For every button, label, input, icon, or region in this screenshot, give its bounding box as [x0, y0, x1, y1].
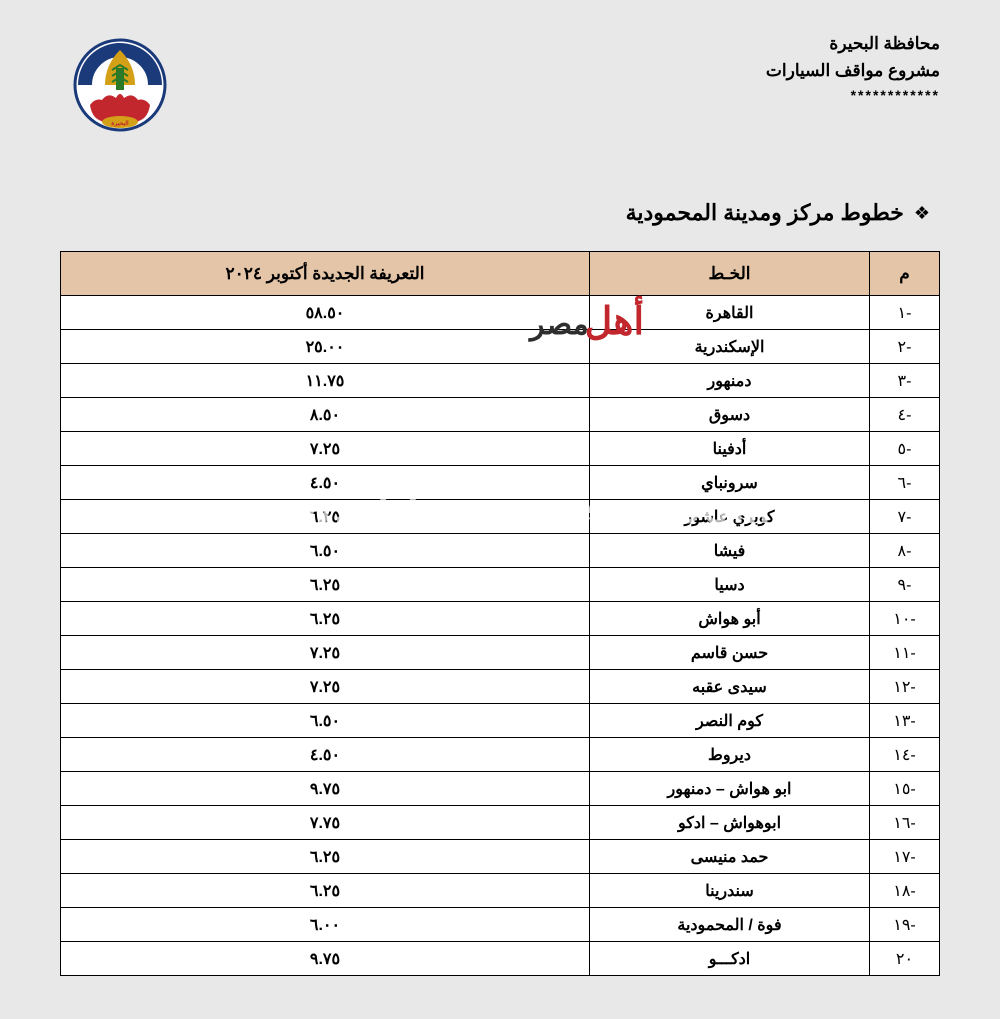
- cell-price: ٧.٧٥: [61, 806, 590, 840]
- header-stars: ************: [766, 84, 940, 106]
- cell-price: ٦.٥٠: [61, 704, 590, 738]
- cell-price: ٦.٢٥: [61, 840, 590, 874]
- table-header-row: م الخـط التعريفة الجديدة أكتوبر ٢٠٢٤: [61, 252, 940, 296]
- cell-line: كوم النصر: [590, 704, 870, 738]
- cell-num: -٩: [870, 568, 940, 602]
- cell-num: -٤: [870, 398, 940, 432]
- cell-num: -١٩: [870, 908, 940, 942]
- table-row: -١القاهرة٥٨.٥٠: [61, 296, 940, 330]
- col-header-price: التعريفة الجديدة أكتوبر ٢٠٢٤: [61, 252, 590, 296]
- cell-line: ديروط: [590, 738, 870, 772]
- logo-svg: البحيرة: [60, 30, 180, 150]
- cell-line: أدفينا: [590, 432, 870, 466]
- table-row: -٩دسيا٦.٢٥: [61, 568, 940, 602]
- table-row: -٥أدفينا٧.٢٥: [61, 432, 940, 466]
- header: محافظة البحيرة مشروع مواقف السيارات ****…: [60, 30, 940, 150]
- cell-price: ٧.٢٥: [61, 432, 590, 466]
- cell-price: ٦.٠٠: [61, 908, 590, 942]
- cell-line: سرونباي: [590, 466, 870, 500]
- table-body: -١القاهرة٥٨.٥٠-٢الإسكندرية٢٥.٠٠-٣دمنهور١…: [61, 296, 940, 976]
- table-row: -٦سرونباي٤.٥٠: [61, 466, 940, 500]
- cell-num: -١٨: [870, 874, 940, 908]
- cell-line: دسيا: [590, 568, 870, 602]
- cell-line: ادكـــو: [590, 942, 870, 976]
- cell-num: -٢: [870, 330, 940, 364]
- cell-line: فيشا: [590, 534, 870, 568]
- col-header-line: الخـط: [590, 252, 870, 296]
- cell-num: -١٢: [870, 670, 940, 704]
- governorate-name: محافظة البحيرة: [766, 30, 940, 57]
- cell-num: -١٧: [870, 840, 940, 874]
- table-row: -١٥ابو هواش – دمنهور٩.٧٥: [61, 772, 940, 806]
- table-row: -١٣كوم النصر٦.٥٠: [61, 704, 940, 738]
- table-row: -١٢سيدى عقبه٧.٢٥: [61, 670, 940, 704]
- table-row: -٣دمنهور١١.٧٥: [61, 364, 940, 398]
- cell-line: حسن قاسم: [590, 636, 870, 670]
- cell-num: -٦: [870, 466, 940, 500]
- cell-num: -١٠: [870, 602, 940, 636]
- table-row: -٤دسوق٨.٥٠: [61, 398, 940, 432]
- document-page: محافظة البحيرة مشروع مواقف السيارات ****…: [0, 0, 1000, 1019]
- cell-line: أبو هواش: [590, 602, 870, 636]
- governorate-logo: البحيرة: [60, 30, 180, 150]
- table-row: -١٩فوة / المحمودية٦.٠٠: [61, 908, 940, 942]
- col-header-num: م: [870, 252, 940, 296]
- cell-line: ابوهواش – ادكو: [590, 806, 870, 840]
- cell-num: -١٥: [870, 772, 940, 806]
- tariff-table: م الخـط التعريفة الجديدة أكتوبر ٢٠٢٤ -١ا…: [60, 251, 940, 976]
- table-row: -١١حسن قاسم٧.٢٥: [61, 636, 940, 670]
- cell-line: كوبري عاشور: [590, 500, 870, 534]
- cell-price: ١١.٧٥: [61, 364, 590, 398]
- title-bullet-icon: ❖: [914, 203, 930, 224]
- svg-text:البحيرة: البحيرة: [111, 120, 129, 127]
- header-text-block: محافظة البحيرة مشروع مواقف السيارات ****…: [766, 30, 940, 107]
- table-row: ٢٠ادكـــو٩.٧٥: [61, 942, 940, 976]
- cell-num: ٢٠: [870, 942, 940, 976]
- cell-price: ٩.٧٥: [61, 772, 590, 806]
- cell-num: -١٦: [870, 806, 940, 840]
- cell-price: ٢٥.٠٠: [61, 330, 590, 364]
- cell-price: ٩.٧٥: [61, 942, 590, 976]
- cell-price: ٦.٢٥: [61, 568, 590, 602]
- cell-line: الإسكندرية: [590, 330, 870, 364]
- table-row: -١٦ابوهواش – ادكو٧.٧٥: [61, 806, 940, 840]
- cell-line: دسوق: [590, 398, 870, 432]
- cell-num: -١٣: [870, 704, 940, 738]
- cell-num: -٥: [870, 432, 940, 466]
- cell-price: ٦.٢٥: [61, 602, 590, 636]
- cell-price: ٧.٢٥: [61, 636, 590, 670]
- cell-num: -٣: [870, 364, 940, 398]
- cell-price: ٧.٢٥: [61, 670, 590, 704]
- project-name: مشروع مواقف السيارات: [766, 57, 940, 84]
- cell-line: القاهرة: [590, 296, 870, 330]
- table-row: -١٤ديروط٤.٥٠: [61, 738, 940, 772]
- cell-price: ٤.٥٠: [61, 466, 590, 500]
- page-title: خطوط مركز ومدينة المحمودية: [626, 200, 904, 226]
- cell-line: فوة / المحمودية: [590, 908, 870, 942]
- cell-num: -١١: [870, 636, 940, 670]
- cell-price: ٥٨.٥٠: [61, 296, 590, 330]
- cell-price: ٦.٢٥: [61, 500, 590, 534]
- cell-line: سيدى عقبه: [590, 670, 870, 704]
- cell-price: ٤.٥٠: [61, 738, 590, 772]
- cell-num: -١٤: [870, 738, 940, 772]
- cell-num: -٨: [870, 534, 940, 568]
- cell-num: -٧: [870, 500, 940, 534]
- cell-line: حمد منيسى: [590, 840, 870, 874]
- cell-price: ٨.٥٠: [61, 398, 590, 432]
- cell-price: ٦.٥٠: [61, 534, 590, 568]
- table-row: -١٧حمد منيسى٦.٢٥: [61, 840, 940, 874]
- cell-line: ابو هواش – دمنهور: [590, 772, 870, 806]
- cell-price: ٦.٢٥: [61, 874, 590, 908]
- table-row: -٢الإسكندرية٢٥.٠٠: [61, 330, 940, 364]
- table-row: -١٠أبو هواش٦.٢٥: [61, 602, 940, 636]
- cell-line: سندرينا: [590, 874, 870, 908]
- cell-num: -١: [870, 296, 940, 330]
- cell-line: دمنهور: [590, 364, 870, 398]
- table-row: -١٨سندرينا٦.٢٥: [61, 874, 940, 908]
- table-row: -٧كوبري عاشور٦.٢٥: [61, 500, 940, 534]
- table-row: -٨فيشا٦.٥٠: [61, 534, 940, 568]
- title-row: ❖ خطوط مركز ومدينة المحمودية: [60, 200, 940, 226]
